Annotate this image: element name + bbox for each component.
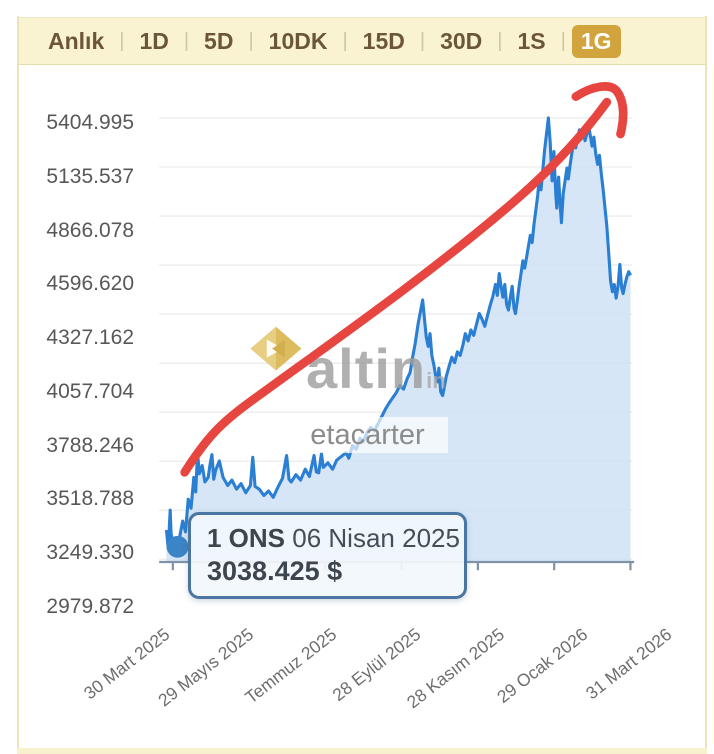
tab-anlık[interactable]: Anlık [48,27,105,54]
tab-separator: | [342,29,348,52]
tooltip-price: 3038.425 $ [207,556,343,586]
tab-10dk[interactable]: 10DK [268,27,328,54]
y-axis-label: 4327.162 [46,326,134,350]
y-axis-label: 5135.537 [46,164,134,188]
tab-separator: | [183,29,190,52]
tab-separator: | [119,29,125,52]
frame-border-right [705,16,707,754]
y-axis-label: 4866.078 [46,218,134,242]
tooltip-date: 06 Nisan 2025 [292,523,460,553]
tab-separator: | [497,29,503,52]
tab-separator: | [419,29,426,52]
watermark-subtext: etacarter [287,417,448,453]
y-axis-labels: 5404.995 5135.537 4866.078 4596.620 4327.162… [28,66,134,748]
tooltip-asset: 1 ONS [207,523,286,553]
selected-point-marker[interactable] [166,535,189,558]
frame-border-bottom [17,748,707,754]
frame-border-left [17,16,19,754]
tab-15d[interactable]: 15D [362,27,405,54]
tab-1g[interactable]: 1G [571,24,621,58]
y-axis-label: 3249.330 [46,541,134,565]
y-axis-label: 3788.246 [46,433,134,457]
watermark-brand: altin [306,337,427,400]
y-axis-label: 5404.995 [46,111,134,134]
watermark-suffix: in [426,368,446,393]
tab-1d[interactable]: 1D [139,27,169,54]
y-axis-label: 4057.704 [46,379,134,403]
tab-5d[interactable]: 5D [204,27,234,54]
period-tabbar: Anlık | 1D | 5D | 10DK | 15D | 30D | 1S | 1G [19,17,705,65]
price-tooltip: 1 ONS 06 Nisan 2025 3038.425 $ [188,512,467,599]
chart-area[interactable]: 5404.995 5135.537 4866.078 4596.620 4327.162… [0,66,714,748]
tab-30d[interactable]: 30D [440,27,483,54]
watermark: altin in [240,337,446,400]
y-axis-label: 4596.620 [46,272,134,296]
tab-1s[interactable]: 1S [517,27,546,54]
tab-separator: | [560,29,566,52]
y-axis-label: 3518.788 [46,487,134,511]
y-axis-label: 2979.872 [46,595,134,618]
tooltip-title: 1 ONS 06 Nisan 2025 [207,523,464,554]
tab-separator: | [248,29,254,52]
